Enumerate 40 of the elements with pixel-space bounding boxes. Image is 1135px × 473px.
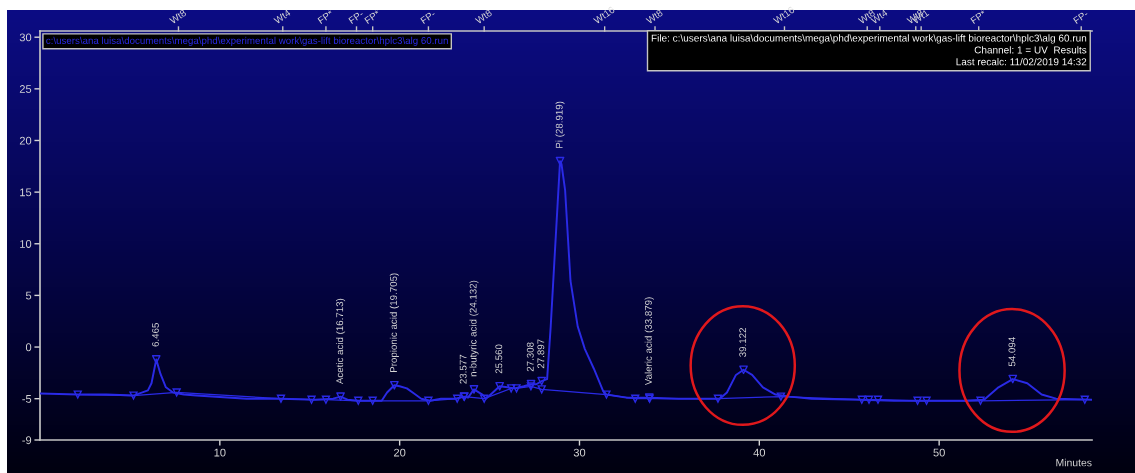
annotation: Pi (28.919) (555, 101, 565, 148)
ref-line-label: Wt8 (645, 9, 664, 25)
annotation: 27.897 (537, 339, 545, 369)
y-tick-label: -5 (22, 395, 32, 403)
annotation: n-butyric acid (24.132) (469, 280, 479, 377)
text: c:\users\ana luisa\documents\mega\phd\experimental work\gas-lift bioreactor\hplc3\alg 60.run (46, 36, 448, 46)
y-tick-label: -9 (22, 436, 32, 445)
annotation: 6.465 (151, 323, 159, 347)
y-tick-label: 5 (25, 291, 32, 300)
ref-line-label: FP* (364, 9, 381, 24)
y-tick-label: 25 (19, 85, 32, 93)
ref-line-label: Wt8 (474, 9, 493, 25)
x-axis-title: Minutes (1056, 458, 1092, 467)
annotation: 25.560 (495, 344, 503, 374)
ref-line-label: FP- (1073, 10, 1089, 24)
x-tick-label: 50 (933, 448, 945, 457)
y-tick-label: 30 (19, 33, 32, 42)
y-tick-label: 15 (20, 188, 32, 197)
ref-line-label: Wt4 (273, 9, 292, 25)
x-tick-label: 40 (753, 448, 766, 457)
annotation: 54.094 (1008, 337, 1016, 367)
ref-line-label: FP- (348, 10, 364, 24)
annotation: Propionic acid (19.705) (389, 273, 399, 372)
ref-line-label: Wt8 (168, 9, 187, 25)
annotation: Valeric acid (33.879) (644, 297, 654, 386)
annotation: 27.308 (526, 342, 534, 372)
annotation: Acetic acid (16.713) (336, 298, 346, 385)
x-tick-label: 20 (394, 448, 406, 457)
annotation: 39.122 (739, 328, 747, 357)
ref-line-label: Wt16 (592, 6, 616, 25)
y-tick-label: 0 (25, 343, 32, 352)
ref-line-label: FP* (970, 9, 987, 24)
y-tick-label: 10 (20, 240, 32, 248)
annotation: 23.577 (459, 354, 467, 384)
annotation: File: c:\users\ana luisa\documents\mega\phd\experimental work\gas-lift bioreactor\hplc3\alg 60.run Channel: 1 = UV Results Last recalc: 11/02/2019 14:32 (651, 34, 1087, 66)
ref-line-label: FP- (420, 10, 436, 24)
x-tick-label: 30 (573, 448, 586, 457)
x-tick-label: 10 (214, 448, 226, 457)
y-tick-label: 20 (19, 136, 32, 145)
ref-line-label: FP* (317, 9, 334, 24)
